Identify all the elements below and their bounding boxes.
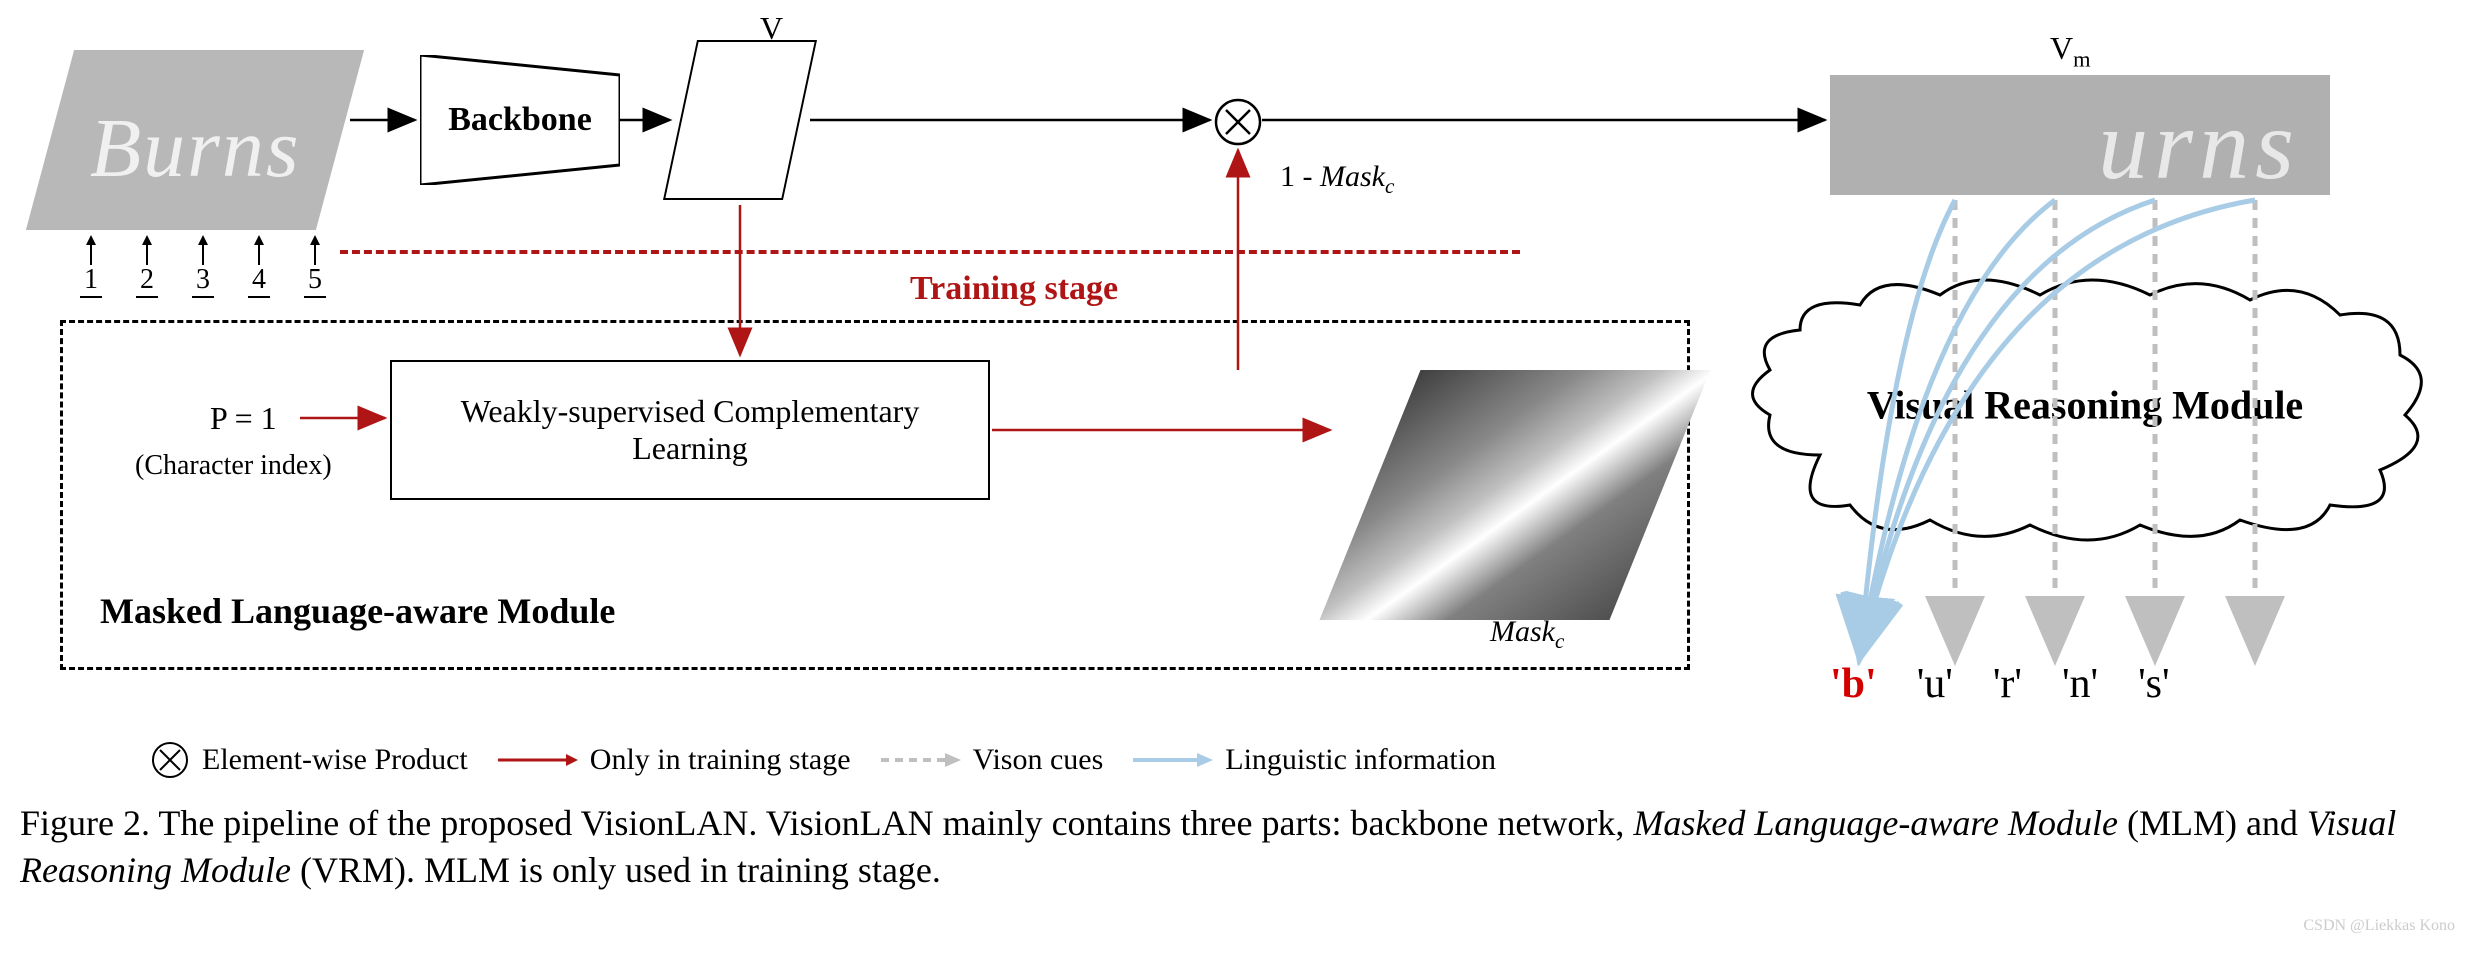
training-stage-label: Training stage bbox=[910, 270, 1118, 308]
p-label: P = 1 bbox=[210, 400, 277, 437]
elementwise-product-node bbox=[1214, 98, 1262, 146]
legend-training-only: Only in training stage bbox=[498, 743, 851, 777]
input-text: Burns bbox=[90, 100, 301, 197]
one-minus-mask-label: 1 - Maskc bbox=[1280, 160, 1394, 199]
output-char: 's' bbox=[2138, 660, 2169, 708]
legend: Element-wise Product Only in training st… bbox=[150, 740, 1496, 780]
figure-caption: Figure 2. The pipeline of the proposed V… bbox=[20, 800, 2460, 894]
backbone-block: Backbone bbox=[420, 55, 620, 185]
vrm-cloud: Visual Reasoning Module bbox=[1740, 275, 2430, 545]
character-index-label: (Character index) bbox=[135, 450, 332, 482]
feature-map-vm-image: urns bbox=[1830, 75, 2330, 195]
mask-c-image bbox=[1370, 370, 1660, 620]
watermark: CSDN @Liekkas Kono bbox=[2303, 917, 2455, 935]
legend-vision-cues: Vison cues bbox=[881, 743, 1104, 777]
output-char-b: 'b' bbox=[1830, 660, 1877, 708]
output-char: 'r' bbox=[1993, 660, 2022, 708]
vm-text: urns bbox=[2098, 95, 2300, 195]
training-stage-divider bbox=[340, 250, 1520, 254]
feature-map-v bbox=[680, 40, 800, 200]
mask-c-label: Maskc bbox=[1490, 615, 1564, 654]
wscl-box: Weakly-supervised Complementary Learning bbox=[390, 360, 990, 500]
legend-elemwise: Element-wise Product bbox=[150, 740, 468, 780]
diagram-canvas: Burns 1 2 3 4 5 Backbone V 1 - Maskc urn… bbox=[20, 20, 2460, 940]
vm-label: Vm bbox=[2050, 30, 2091, 72]
output-characters: 'b' 'u' 'r' 'n' 's' bbox=[1830, 660, 2170, 708]
legend-linguistic: Linguistic information bbox=[1133, 743, 1496, 777]
output-char: 'n' bbox=[2062, 660, 2098, 708]
input-char-index-arrows: 1 2 3 4 5 bbox=[80, 235, 326, 298]
v-label: V bbox=[760, 10, 783, 47]
vrm-label: Visual Reasoning Module bbox=[1867, 381, 2303, 428]
mlm-title: Masked Language-aware Module bbox=[100, 590, 615, 632]
input-image-burns: Burns bbox=[50, 50, 340, 230]
output-char: 'u' bbox=[1917, 660, 1953, 708]
backbone-label: Backbone bbox=[448, 101, 592, 139]
